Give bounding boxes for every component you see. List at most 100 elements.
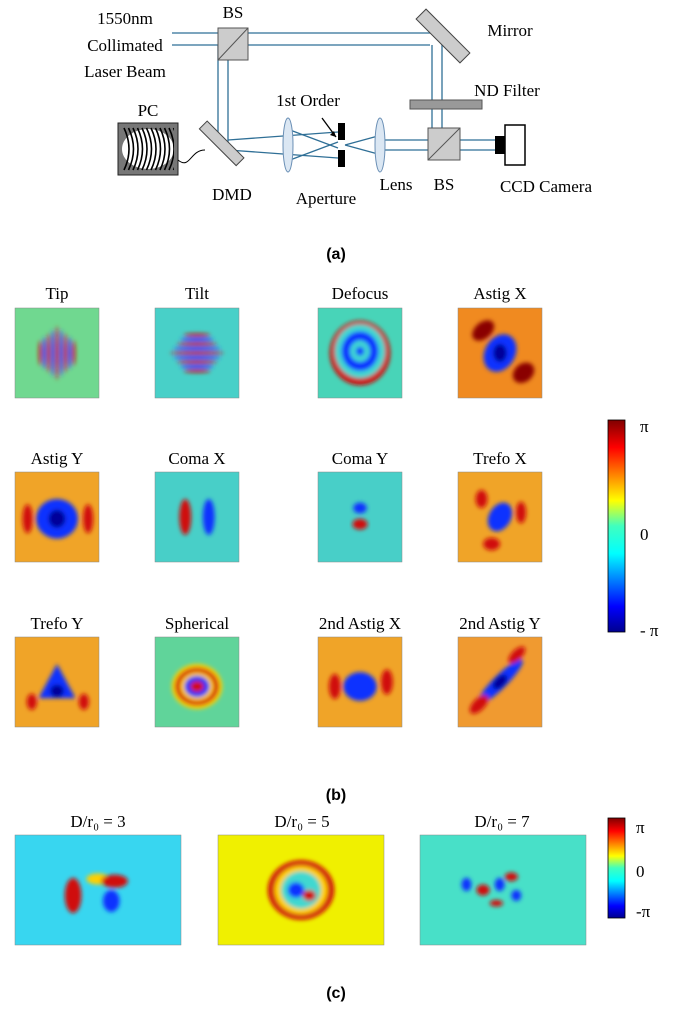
diagram-label: ND Filter xyxy=(474,81,540,100)
colorbar-label: 0 xyxy=(636,862,645,881)
diagram-label: DMD xyxy=(212,185,252,204)
image-features xyxy=(172,664,222,709)
feature xyxy=(343,672,377,701)
panel-title: Spherical xyxy=(165,614,229,633)
feature xyxy=(72,340,75,365)
diagram-label: Mirror xyxy=(487,21,533,40)
feature xyxy=(490,900,503,907)
phase-image xyxy=(318,472,402,562)
caption: (a) xyxy=(326,246,346,263)
feature xyxy=(55,326,58,380)
panel-title: D/r₀ = 5 xyxy=(274,812,329,831)
feature xyxy=(103,890,120,912)
feature xyxy=(511,890,521,901)
phase-image xyxy=(420,835,586,945)
feature xyxy=(39,340,42,365)
feature xyxy=(68,337,71,369)
feature xyxy=(476,885,489,896)
phase-image xyxy=(15,308,99,398)
diagram-label: BS xyxy=(434,175,455,194)
phase-image xyxy=(318,637,402,727)
phase-image xyxy=(155,472,239,562)
figure: 1550nm Collimated Laser Beam BS Mirror ND Fil… xyxy=(0,0,673,1020)
phase-image xyxy=(458,472,542,562)
feature xyxy=(329,674,341,699)
panel-title: 2nd Astig Y xyxy=(459,614,541,633)
diagram-label: BS xyxy=(223,3,244,22)
feature xyxy=(483,538,500,551)
panel-title: Trefo Y xyxy=(30,614,83,633)
image-background xyxy=(155,472,239,562)
feature xyxy=(60,330,63,377)
feature xyxy=(356,347,364,356)
colorbar-label: 0 xyxy=(640,525,649,544)
feature xyxy=(476,490,488,508)
phase-image xyxy=(218,835,384,945)
feature xyxy=(173,347,220,350)
diagram-label: Aperture xyxy=(296,189,356,208)
feature xyxy=(462,878,472,891)
feature xyxy=(180,365,214,368)
panel-title: Tilt xyxy=(185,284,209,303)
feature xyxy=(43,337,46,369)
feature xyxy=(505,872,518,881)
colorbar-label: π xyxy=(640,417,649,436)
image-features xyxy=(268,860,334,919)
diagram-label: 1st Order xyxy=(276,91,340,110)
feature xyxy=(101,875,128,888)
feature xyxy=(203,499,215,535)
feature xyxy=(51,330,54,377)
caption: (c) xyxy=(326,985,346,1002)
image-background xyxy=(15,835,181,945)
feature xyxy=(173,356,220,359)
image-background xyxy=(420,835,586,945)
feature xyxy=(64,333,67,373)
feature xyxy=(177,360,217,363)
panel-title: Astig X xyxy=(473,284,526,303)
colorbar xyxy=(608,818,625,918)
feature xyxy=(27,694,37,710)
feature xyxy=(352,519,367,530)
feature xyxy=(179,499,191,535)
feature xyxy=(493,344,506,362)
panel-title: Coma Y xyxy=(332,449,389,468)
feature xyxy=(170,351,224,354)
feature xyxy=(79,694,89,710)
panel-title: Astig Y xyxy=(31,449,84,468)
feature xyxy=(288,882,305,897)
diagram-label: Laser Beam xyxy=(84,62,166,81)
diagram-label: Lens xyxy=(379,175,412,194)
feature xyxy=(516,502,526,524)
feature xyxy=(47,333,50,373)
feature xyxy=(184,333,211,336)
colorbar-label: π xyxy=(636,818,645,837)
phase-image xyxy=(15,472,99,562)
feature xyxy=(65,878,82,913)
panel-title: 2nd Astig X xyxy=(319,614,401,633)
feature xyxy=(190,681,203,692)
colorbar xyxy=(608,420,625,632)
phase-image xyxy=(458,308,542,398)
feature xyxy=(177,342,217,345)
panel-title: Trefo X xyxy=(473,449,527,468)
phase-image xyxy=(155,637,239,727)
panel-title: D/r₀ = 7 xyxy=(474,812,530,831)
diagram-label: CCD Camera xyxy=(500,177,593,196)
image-features xyxy=(330,321,390,386)
colorbar-label: - π xyxy=(640,621,659,640)
feature xyxy=(381,669,393,694)
colorbar-label: -π xyxy=(636,902,651,921)
feature xyxy=(23,504,33,533)
diagram-label: Collimated xyxy=(87,36,163,55)
diagram-label: 1550nm xyxy=(97,9,153,28)
phase-image xyxy=(318,308,402,398)
panel-title: Defocus xyxy=(332,284,389,303)
diagram-label: PC xyxy=(138,101,159,120)
phase-image xyxy=(155,308,239,398)
feature xyxy=(495,878,505,891)
panel-title: Tip xyxy=(45,284,68,303)
feature xyxy=(49,510,66,528)
feature xyxy=(303,890,316,901)
image-background xyxy=(318,472,402,562)
phase-image xyxy=(15,637,99,727)
